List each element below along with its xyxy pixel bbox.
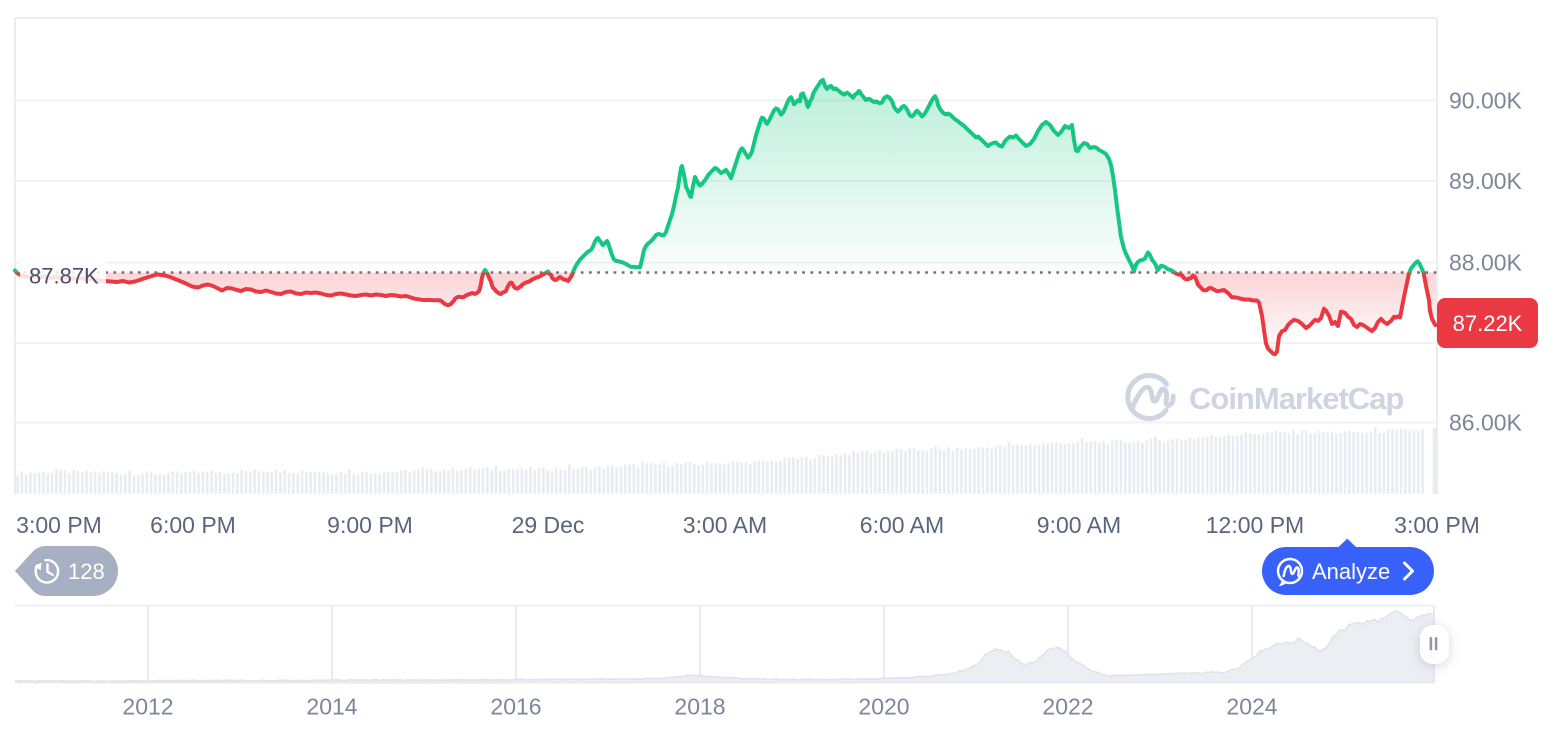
svg-text:87.87K: 87.87K: [29, 264, 99, 289]
svg-text:89.00K: 89.00K: [1449, 168, 1523, 194]
svg-text:CoinMarketCap: CoinMarketCap: [1189, 381, 1403, 416]
svg-text:6:00 PM: 6:00 PM: [150, 512, 236, 538]
svg-text:2020: 2020: [858, 694, 909, 720]
svg-text:29 Dec: 29 Dec: [512, 512, 585, 538]
svg-text:Analyze: Analyze: [1312, 559, 1390, 584]
svg-text:9:00 AM: 9:00 AM: [1037, 512, 1121, 538]
svg-text:2024: 2024: [1226, 694, 1277, 720]
svg-text:12:00 PM: 12:00 PM: [1206, 512, 1304, 538]
svg-text:9:00 PM: 9:00 PM: [327, 512, 413, 538]
svg-text:3:00 AM: 3:00 AM: [683, 512, 767, 538]
svg-text:87.22K: 87.22K: [1453, 311, 1523, 336]
svg-text:2022: 2022: [1042, 694, 1093, 720]
svg-text:6:00 AM: 6:00 AM: [860, 512, 944, 538]
svg-text:2016: 2016: [490, 694, 541, 720]
svg-text:86.00K: 86.00K: [1449, 410, 1523, 436]
svg-text:90.00K: 90.00K: [1449, 88, 1523, 114]
svg-text:88.00K: 88.00K: [1449, 250, 1523, 276]
svg-text:3:00 PM: 3:00 PM: [16, 512, 102, 538]
svg-text:2014: 2014: [306, 694, 357, 720]
svg-text:128: 128: [68, 559, 105, 584]
svg-text:2018: 2018: [674, 694, 725, 720]
svg-text:2012: 2012: [122, 694, 173, 720]
svg-text:3:00 PM: 3:00 PM: [1394, 512, 1480, 538]
